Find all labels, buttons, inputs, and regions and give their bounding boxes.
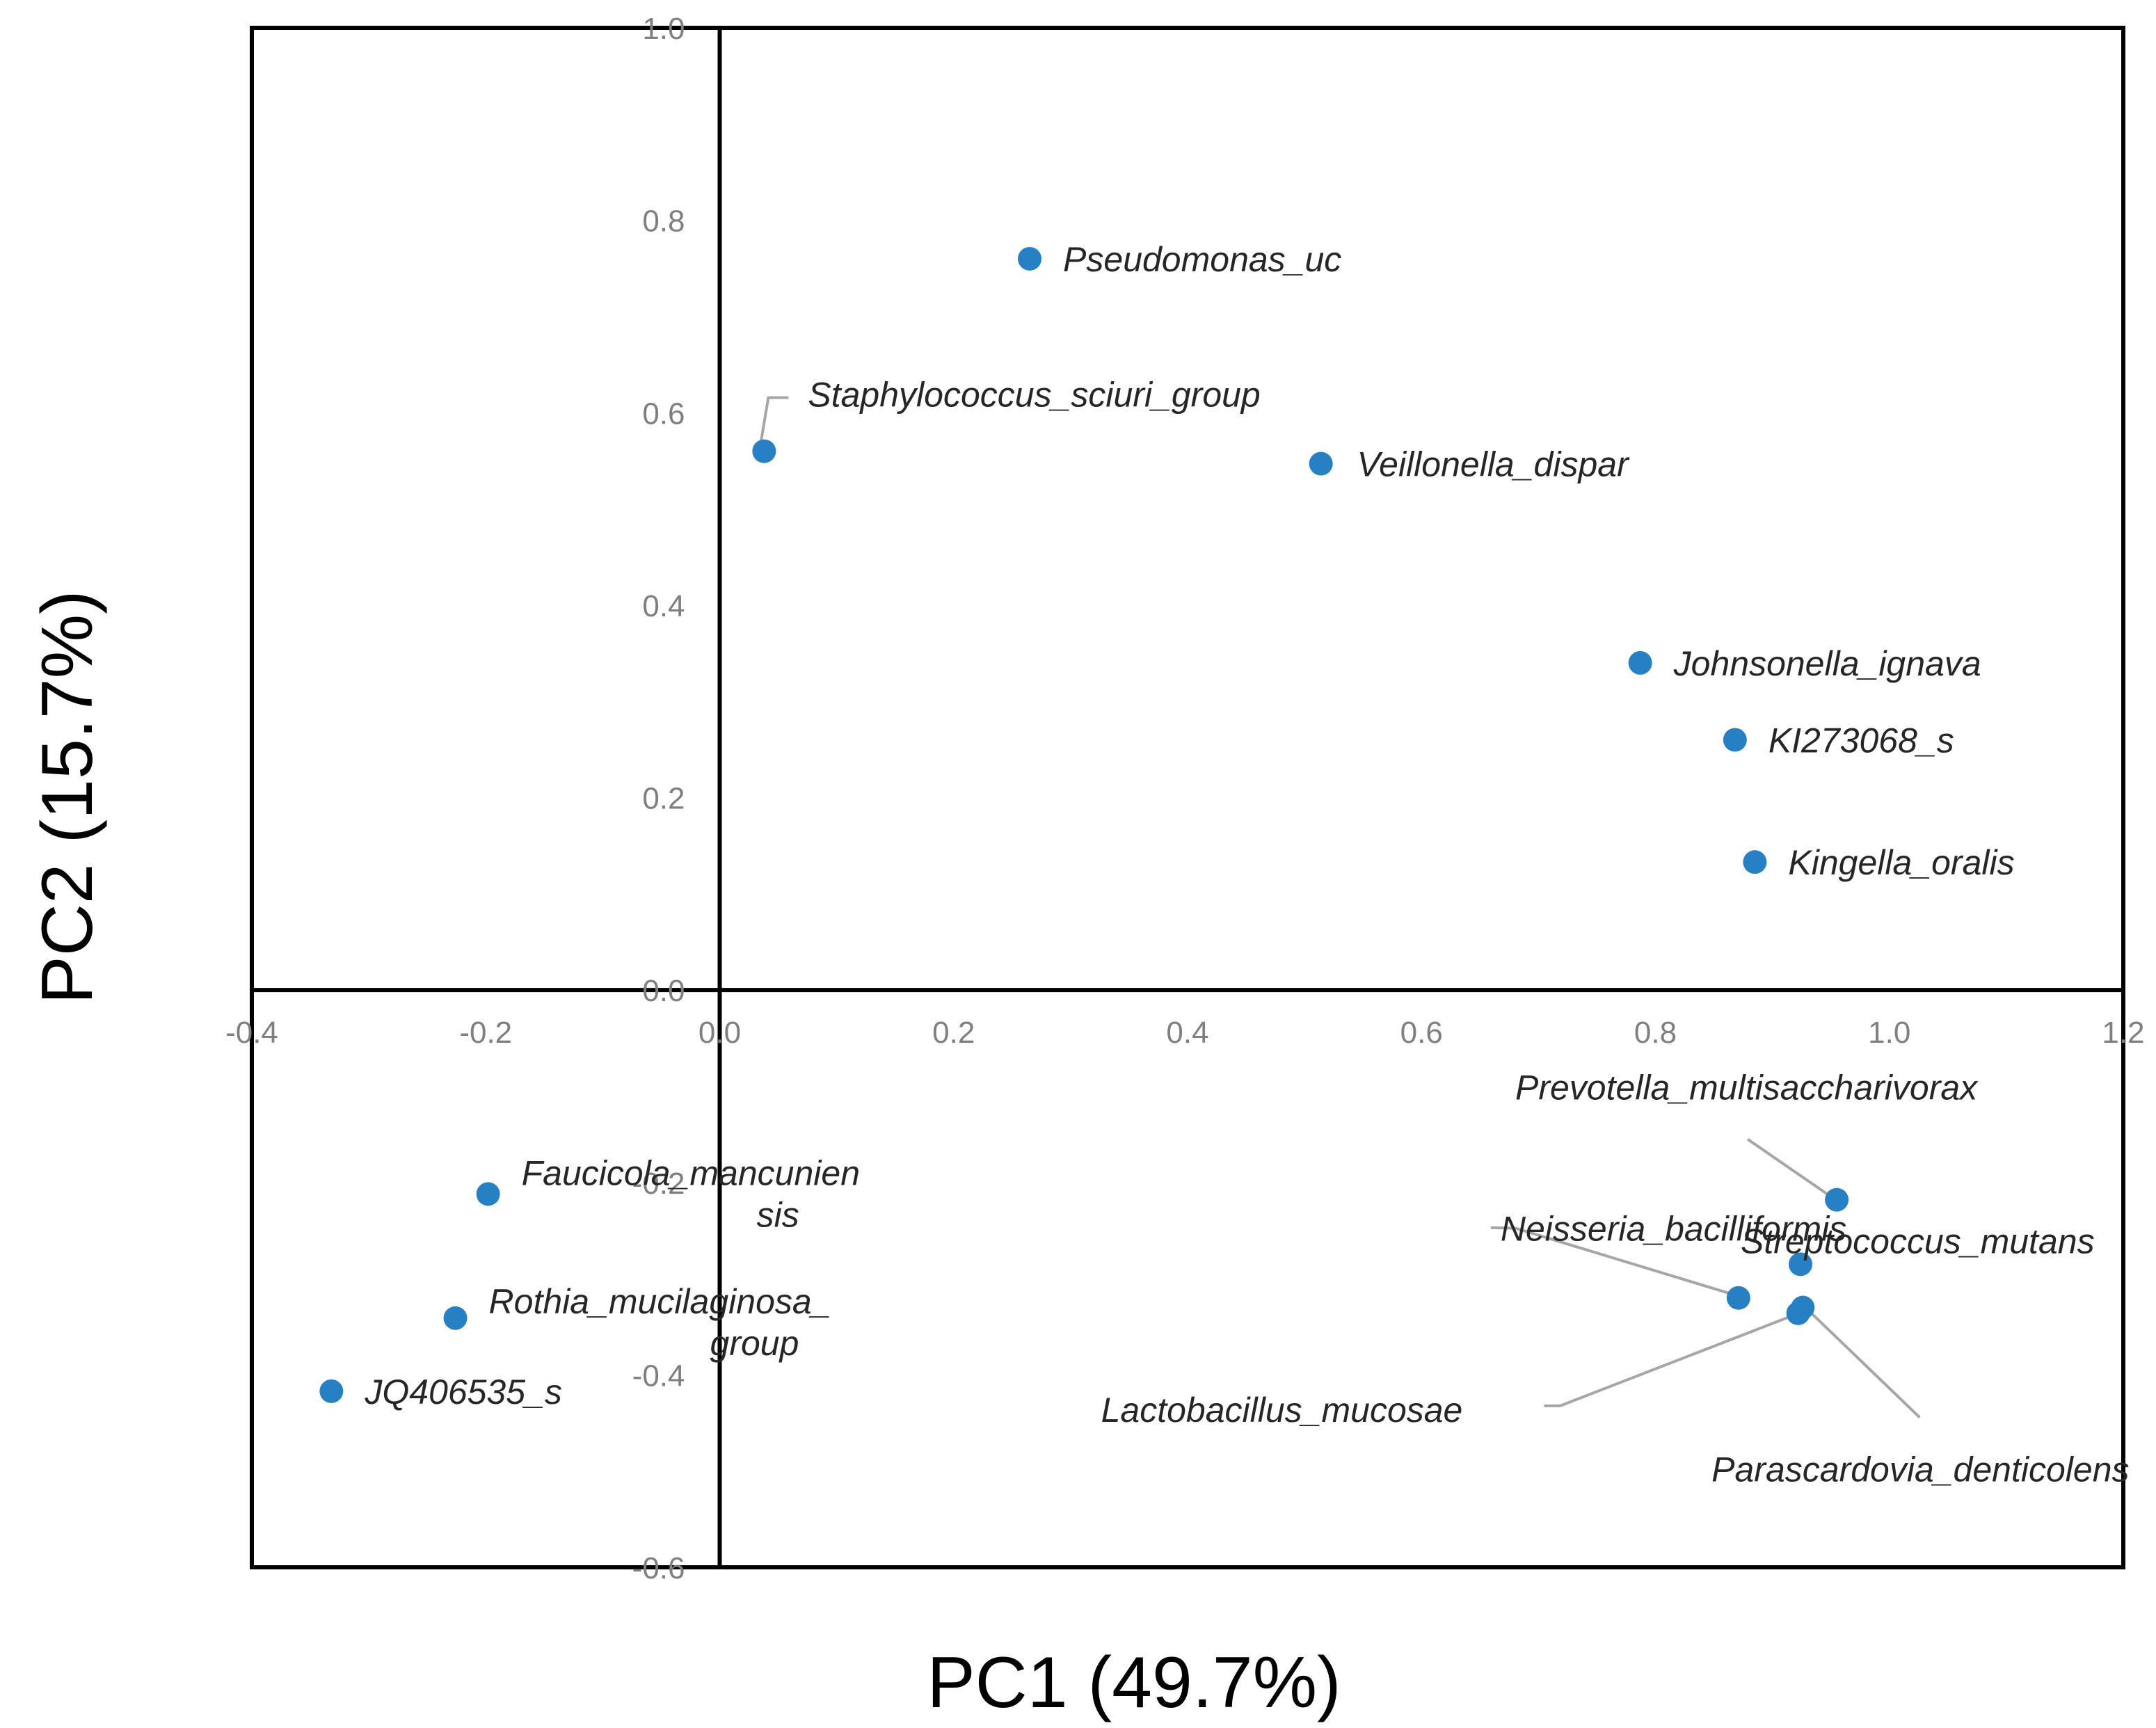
point-parascardovia-denticolens [1791, 1295, 1815, 1320]
point-johnsonella-ignava [1628, 650, 1652, 675]
y-tick-label: -0.4 [632, 1359, 685, 1393]
point-staphylococcus-sciuri-group [752, 439, 776, 463]
x-tick-label: 0.4 [1166, 1016, 1208, 1050]
x-tick-label: 0.8 [1634, 1016, 1677, 1050]
x-tick-label: 0.6 [1400, 1016, 1443, 1050]
leader-line-staphylococcus-sciuri-group [758, 396, 789, 448]
y-tick-label: 0.4 [642, 589, 685, 623]
label-faucicola-mancuniensis-line-1: Faucicola_mancunien [522, 1153, 860, 1192]
point-faucicola-mancuniensis [476, 1182, 500, 1206]
label-neisseria-bacilliformis: Neisseria_bacilliformis [1501, 1210, 1846, 1249]
leader-lines [758, 396, 1921, 1419]
point-ki273068-s [1723, 728, 1747, 752]
x-tick-label: 0.0 [698, 1016, 741, 1050]
x-tick-label: -0.2 [459, 1016, 512, 1050]
y-tick-label: 0.8 [642, 205, 685, 239]
label-prevotella-multisaccharivorax: Prevotella_multisaccharivorax [1515, 1069, 1979, 1107]
label-streptococcus-mutans: Streptococcus_mutans [1741, 1222, 2095, 1261]
point-pseudomonas-uc [1018, 246, 1042, 271]
point-labels: Pseudomonas_uc Staphylococcus_sciuri_grou… [364, 240, 2129, 1489]
point-streptococcus-mutans [1788, 1252, 1812, 1277]
label-jq406535-s: JQ406535_s [364, 1373, 562, 1411]
point-neisseria-bacilliformis [1726, 1286, 1750, 1310]
y-axis-title: PC2 (15.7%) [27, 590, 108, 1004]
label-kingella-oralis: Kingella_oralis [1788, 843, 2014, 882]
y-tick-label: -0.2 [632, 1167, 685, 1201]
label-johnsonella-ignava: Johnsonella_ignava [1673, 644, 1981, 683]
label-pseudomonas-uc: Pseudomonas_uc [1063, 240, 1341, 279]
label-veillonella-dispar: Veillonella_dispar [1357, 445, 1630, 484]
label-rothia-mucilaginosa-group-line-2: group [710, 1324, 799, 1363]
label-ki273068-s: KI273068_s [1768, 721, 1954, 760]
label-faucicola-mancuniensis-line-2: sis [757, 1195, 799, 1234]
point-veillonella-dispar [1309, 451, 1333, 476]
point-prevotella-multisaccharivorax [1825, 1187, 1849, 1212]
x-tick-label: -0.4 [225, 1016, 278, 1050]
y-tick-label: 0.2 [642, 782, 685, 816]
x-axis-title: PC1 (49.7%) [927, 1642, 1341, 1723]
label-parascardovia-denticolens: Parascardovia_denticolens [1711, 1450, 2129, 1489]
label-staphylococcus-sciuri-group: Staphylococcus_sciuri_group [808, 376, 1260, 415]
y-tick-label: 1.0 [642, 12, 685, 46]
y-tick-label: 0.6 [642, 397, 685, 431]
y-tick-label: -0.6 [632, 1551, 685, 1585]
ticks-layer: -0.4 -0.2 0.0 0.2 0.4 0.6 0.8 1.0 1.2 1.0 0.8 0.6 0.… [225, 12, 2145, 1585]
x-tick-label: 0.2 [932, 1016, 975, 1050]
leader-line-lactobacillus-mucosae [1544, 1313, 1794, 1407]
axes-layer [252, 28, 2123, 1567]
leader-line-prevotella-multisaccharivorax [1746, 1138, 1830, 1197]
point-rothia-mucilaginosa-group [443, 1306, 468, 1330]
leader-line-parascardovia-denticolens [1807, 1309, 1921, 1419]
x-tick-label: 1.0 [1868, 1016, 1910, 1050]
data-points [319, 246, 1849, 1403]
label-lactobacillus-mucosae: Lactobacillus_mucosae [1101, 1391, 1463, 1430]
point-jq406535-s [319, 1379, 344, 1403]
x-tick-label: 1.2 [2102, 1016, 2144, 1050]
leader-line-neisseria-bacilliformis [1490, 1226, 1734, 1296]
plot-frame [250, 26, 2125, 1569]
y-tick-label: 0.0 [642, 974, 685, 1008]
label-rothia-mucilaginosa-group-line-1: Rothia_mucilaginosa_ [489, 1282, 831, 1321]
point-kingella-oralis [1743, 850, 1767, 874]
